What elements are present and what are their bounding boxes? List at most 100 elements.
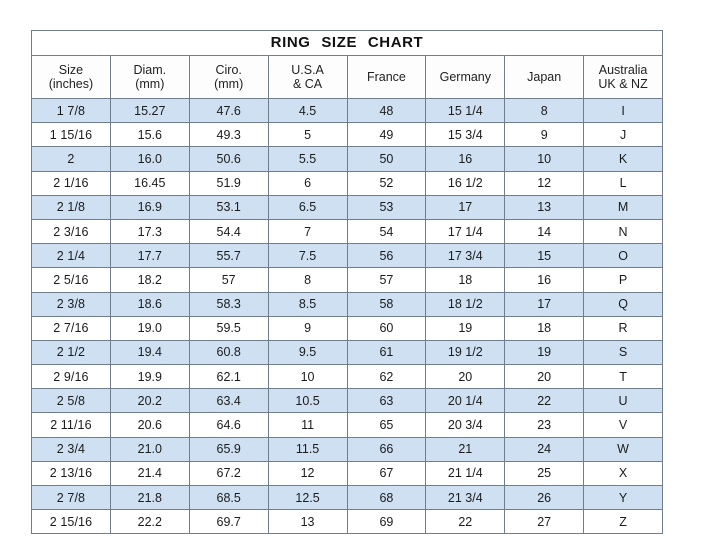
cell-size-inches: 2 11/16 (31, 412, 111, 438)
column-header-line1: Japan (527, 70, 562, 84)
cell-size-inches: 2 3/4 (31, 436, 111, 462)
cell-france: 62 (346, 364, 427, 390)
cell-size-inches: 2 7/8 (31, 484, 111, 511)
table-row: 2 13/16 21.4 67.2 12 67 21 1/4 25 X (31, 460, 663, 487)
table-row: 2 9/16 19.9 62.1 10 62 20 20 T (31, 364, 663, 390)
table-row: 1 7/8 15.27 47.6 4.5 48 15 1/4 8 I (31, 97, 663, 124)
column-header-japan: Japan (504, 55, 585, 99)
cell-circumference-mm: 65.9 (188, 436, 269, 462)
cell-diameter-mm: 20.2 (109, 388, 190, 414)
table-row: 2 5/16 18.2 57 8 57 18 16 P (31, 267, 663, 293)
cell-diameter-mm: 16.0 (109, 146, 190, 172)
table-row: 1 15/16 15.6 49.3 5 49 15 3/4 9 J (31, 122, 663, 148)
cell-germany: 17 1/4 (425, 218, 506, 245)
cell-australia-uk-nz: N (583, 218, 663, 245)
cell-germany: 18 1/2 (425, 291, 506, 317)
cell-diameter-mm: 21.0 (109, 436, 190, 462)
cell-usa-ca: 11.5 (267, 436, 348, 462)
cell-usa-ca: 6 (267, 170, 348, 196)
cell-australia-uk-nz: R (583, 315, 663, 341)
cell-circumference-mm: 49.3 (188, 122, 269, 148)
cell-australia-uk-nz: X (583, 460, 663, 487)
cell-circumference-mm: 64.6 (188, 412, 269, 438)
cell-circumference-mm: 69.7 (188, 509, 269, 535)
column-header-line1: U.S.A (291, 63, 324, 77)
cell-usa-ca: 12 (267, 460, 348, 487)
cell-japan: 19 (504, 339, 585, 366)
cell-australia-uk-nz: Z (583, 509, 663, 535)
cell-japan: 18 (504, 315, 585, 341)
table-row: 2 1/8 16.9 53.1 6.5 53 17 13 M (31, 194, 663, 220)
table-row: 2 3/4 21.0 65.9 11.5 66 21 24 W (31, 436, 663, 462)
column-header-line2: & CA (292, 77, 323, 91)
cell-germany: 17 (425, 194, 506, 220)
table-row: 2 5/8 20.2 63.4 10.5 63 20 1/4 22 U (31, 388, 663, 414)
cell-diameter-mm: 19.0 (109, 315, 190, 341)
cell-circumference-mm: 51.9 (188, 170, 269, 196)
cell-australia-uk-nz: M (583, 194, 663, 220)
cell-usa-ca: 8.5 (267, 291, 348, 317)
column-header-diameter-mm: Diam. (mm) (109, 55, 190, 99)
table-row: 2 3/8 18.6 58.3 8.5 58 18 1/2 17 Q (31, 291, 663, 317)
cell-japan: 12 (504, 170, 585, 196)
table-row: 2 15/16 22.2 69.7 13 69 22 27 Z (31, 509, 663, 535)
cell-australia-uk-nz: Y (583, 484, 663, 511)
cell-circumference-mm: 58.3 (188, 291, 269, 317)
cell-germany: 19 (425, 315, 506, 341)
table-row: 2 16.0 50.6 5.5 50 16 10 K (31, 146, 663, 172)
cell-size-inches: 2 1/8 (31, 194, 111, 220)
cell-diameter-mm: 21.8 (109, 484, 190, 511)
cell-australia-uk-nz: U (583, 388, 663, 414)
cell-australia-uk-nz: W (583, 436, 663, 462)
column-header-usa-ca: U.S.A & CA (267, 55, 348, 99)
cell-germany: 16 (425, 146, 506, 172)
column-header-line1: Australia (598, 63, 648, 77)
cell-japan: 15 (504, 243, 585, 269)
cell-france: 56 (346, 243, 427, 269)
cell-germany: 17 3/4 (425, 243, 506, 269)
cell-france: 68 (346, 484, 427, 511)
cell-size-inches: 1 15/16 (31, 122, 111, 148)
column-header-size-inches: Size (inches) (31, 55, 111, 99)
cell-australia-uk-nz: V (583, 412, 663, 438)
ring-size-chart: RING SIZE CHART Size (inches) Diam. (mm) Ciro… (31, 30, 663, 535)
cell-germany: 21 1/4 (425, 460, 506, 487)
cell-size-inches: 2 3/16 (31, 218, 111, 245)
cell-germany: 20 (425, 364, 506, 390)
cell-usa-ca: 11 (267, 412, 348, 438)
cell-japan: 20 (504, 364, 585, 390)
cell-size-inches: 2 (31, 146, 111, 172)
cell-france: 54 (346, 218, 427, 245)
cell-australia-uk-nz: K (583, 146, 663, 172)
cell-diameter-mm: 17.3 (109, 218, 190, 245)
cell-circumference-mm: 60.8 (188, 339, 269, 366)
cell-france: 67 (346, 460, 427, 487)
chart-title-cell: RING SIZE CHART (31, 30, 663, 56)
cell-japan: 26 (504, 484, 585, 511)
cell-circumference-mm: 47.6 (188, 97, 269, 124)
cell-australia-uk-nz: L (583, 170, 663, 196)
cell-france: 66 (346, 436, 427, 462)
cell-japan: 17 (504, 291, 585, 317)
cell-circumference-mm: 68.5 (188, 484, 269, 511)
cell-france: 50 (346, 146, 427, 172)
table-row: 2 1/16 16.45 51.9 6 52 16 1/2 12 L (31, 170, 663, 196)
cell-france: 65 (346, 412, 427, 438)
cell-circumference-mm: 50.6 (188, 146, 269, 172)
cell-japan: 9 (504, 122, 585, 148)
cell-japan: 14 (504, 218, 585, 245)
cell-japan: 24 (504, 436, 585, 462)
cell-circumference-mm: 57 (188, 267, 269, 293)
column-header-germany: Germany (425, 55, 506, 99)
table-row: 2 1/2 19.4 60.8 9.5 61 19 1/2 19 S (31, 339, 663, 366)
cell-japan: 22 (504, 388, 585, 414)
table-row: 2 1/4 17.7 55.7 7.5 56 17 3/4 15 O (31, 243, 663, 269)
cell-circumference-mm: 67.2 (188, 460, 269, 487)
cell-france: 61 (346, 339, 427, 366)
cell-usa-ca: 10 (267, 364, 348, 390)
cell-size-inches: 2 7/16 (31, 315, 111, 341)
cell-size-inches: 2 5/8 (31, 388, 111, 414)
cell-france: 57 (346, 267, 427, 293)
column-header-line1: Germany (439, 70, 492, 84)
cell-usa-ca: 5 (267, 122, 348, 148)
